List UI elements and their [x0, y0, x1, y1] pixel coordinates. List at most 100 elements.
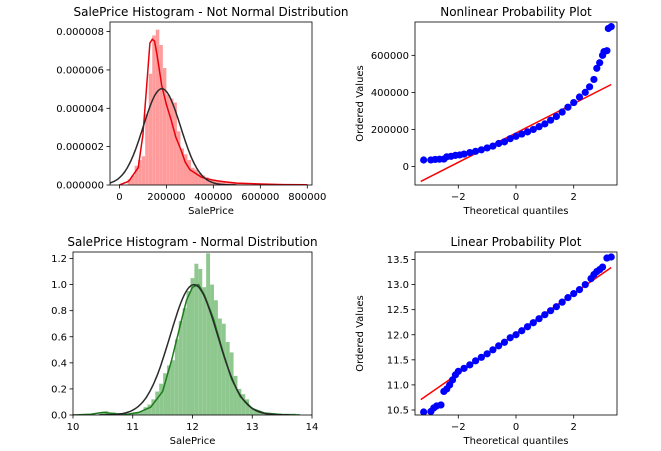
data-point: [523, 128, 532, 136]
data-point: [489, 346, 497, 354]
x-tick-label: 11: [126, 422, 139, 433]
normal-fit-curve: [110, 87, 237, 185]
histogram-bar: [127, 179, 132, 185]
histogram-bar: [162, 68, 167, 185]
histogram-bar: [213, 300, 218, 415]
histogram-bar: [233, 375, 238, 415]
histogram-bar: [241, 394, 246, 415]
x-tick-label: 13: [246, 422, 259, 433]
kde-curve: [119, 38, 308, 185]
data-point: [558, 108, 566, 116]
data-point: [570, 290, 578, 298]
data-point: [552, 303, 561, 311]
x-tick-label: 800000: [288, 192, 326, 203]
data-point: [541, 311, 549, 319]
data-point: [420, 156, 428, 164]
histogram-bar: [191, 167, 195, 185]
histogram-bar: [155, 29, 160, 185]
data-point: [518, 327, 526, 335]
histogram-bar: [163, 373, 168, 415]
x-tick-label: 200000: [147, 192, 185, 203]
data-point: [483, 144, 491, 152]
histogram-bar: [145, 114, 149, 185]
data-point: [607, 253, 615, 261]
chart-2: −2 0 2 0 200000 400000 600000 Nonlinear Probabi…: [355, 5, 618, 217]
histogram-bar: [169, 98, 174, 185]
data-point: [598, 263, 607, 271]
data-point: [477, 146, 485, 154]
y-tick-label: 0.000004: [56, 104, 104, 115]
histogram-bar: [253, 409, 258, 415]
histogram-bar: [205, 177, 209, 185]
chart-1: 0 200000 400000 600000 800000 0.000000 0.00000…: [56, 5, 348, 217]
data-point: [529, 319, 537, 327]
histogram-bar: [201, 175, 206, 185]
chart-3: 10 11 12 13 140.00.20.40.60.81.01.2SalePrice…: [51, 235, 318, 447]
x-axis-label: Theoretical quantiles: [462, 436, 568, 447]
y-tick-label: 0.000006: [56, 65, 104, 76]
histogram-bar: [249, 407, 254, 415]
data-point: [460, 364, 468, 372]
x-tick-label: 2: [571, 192, 577, 203]
data-point: [593, 64, 601, 72]
data-point: [535, 123, 543, 131]
data-point: [535, 315, 543, 323]
chart-4: −2 0 2 10.5 11.0 11.5 12.0 12.5 13.0 13.5 Linear P…: [355, 235, 618, 447]
histogram-bar: [229, 183, 234, 185]
y-tick-label: 600000: [371, 51, 409, 62]
data-point: [512, 331, 520, 339]
normal-fit-curve: [98, 283, 290, 415]
data-point: [570, 98, 578, 107]
histogram-bar: [237, 388, 242, 415]
data-point: [500, 138, 509, 146]
x-tick-label: 0: [513, 192, 519, 203]
y-tick-label: 0: [403, 162, 409, 173]
histogram-bar: [180, 148, 184, 185]
histogram-bar: [152, 35, 156, 185]
x-axis-label: SalePrice: [188, 206, 234, 217]
data-point: [607, 23, 615, 31]
histogram-bar: [221, 323, 226, 415]
y-tick-label: 0.000000: [56, 181, 104, 192]
histogram-bar: [170, 360, 175, 415]
histogram-bar: [202, 287, 207, 415]
histogram-bar: [131, 413, 136, 415]
histogram-bar: [225, 341, 230, 415]
plot-area: [420, 253, 615, 415]
histogram-bar: [151, 399, 156, 415]
data-point: [541, 120, 549, 128]
histogram-bar: [166, 94, 170, 185]
data-point: [477, 353, 485, 361]
histogram-bar: [139, 411, 144, 415]
data-point: [523, 323, 532, 331]
histogram-bar: [187, 160, 192, 185]
chart-title: SalePrice Histogram - Not Normal Distrib…: [73, 5, 348, 19]
data-point: [460, 150, 468, 158]
histogram-bar: [178, 321, 183, 415]
histogram-bar: [210, 284, 214, 415]
y-axis-label: Ordered Values: [355, 295, 366, 372]
x-tick-label: 0: [513, 422, 519, 433]
x-tick-label: 2: [571, 422, 577, 433]
histogram-bar: [159, 383, 164, 415]
axes-frame: [109, 21, 313, 186]
data-point: [495, 342, 503, 350]
histogram-bar: [182, 308, 187, 415]
histogram-bar: [194, 263, 199, 415]
histogram-bar: [138, 160, 142, 185]
histogram-bar: [222, 181, 227, 185]
chart-title: SalePrice Histogram - Normal Distributio…: [67, 235, 317, 249]
histogram-bar: [240, 183, 244, 185]
histogram-bar: [155, 391, 160, 415]
x-tick-label: 400000: [194, 192, 232, 203]
y-tick-label: 1.0: [51, 280, 67, 291]
data-point: [564, 294, 572, 302]
x-tick-label: −2: [451, 192, 466, 203]
data-point: [518, 130, 526, 138]
histogram-bar: [141, 156, 146, 185]
y-tick-label: 0.8: [51, 306, 67, 317]
histogram-bar: [219, 181, 223, 185]
y-tick-label: 0.000002: [56, 142, 104, 153]
y-tick-label: 0.6: [51, 332, 67, 343]
